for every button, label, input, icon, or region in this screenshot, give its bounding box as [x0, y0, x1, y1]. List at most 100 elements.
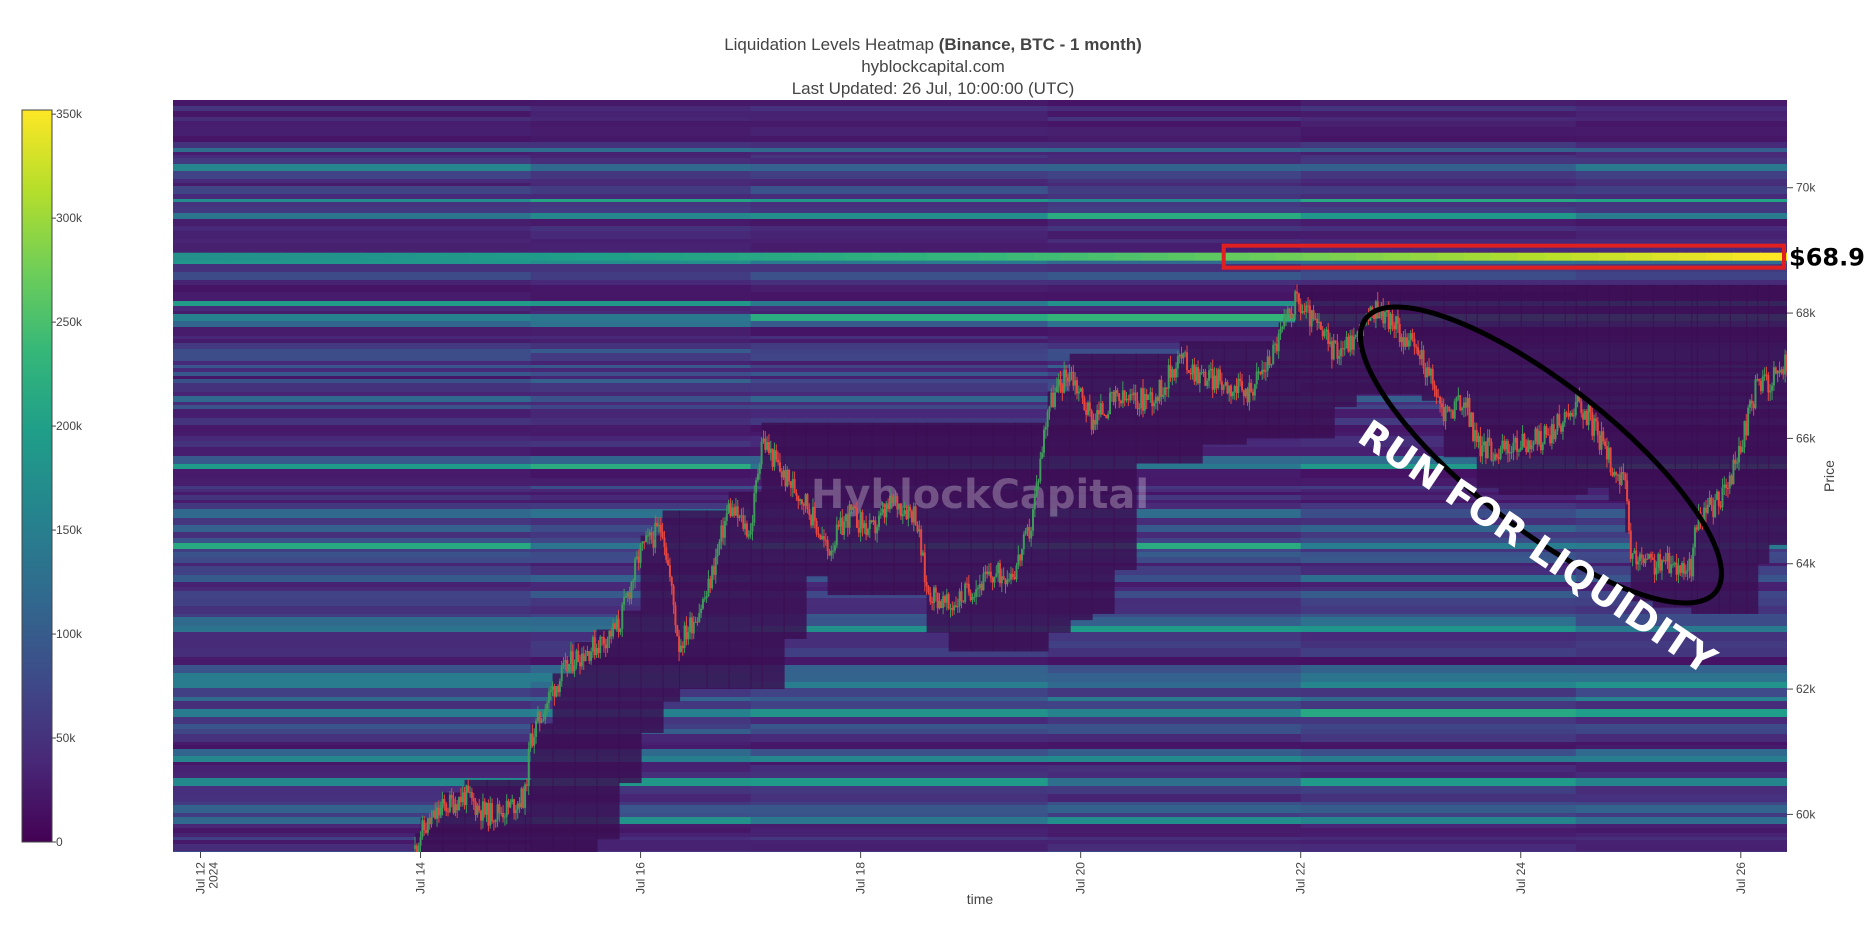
- heatmap-cell: [1300, 851, 1577, 852]
- heatmap-cell: [1047, 566, 1302, 575]
- candle-body: [1072, 371, 1075, 386]
- candle-body: [1668, 553, 1671, 574]
- heatmap-cell: [1575, 117, 1787, 121]
- x-tick-label: Jul 12: [194, 862, 208, 894]
- heatmap-cleared-cell: [1443, 284, 1467, 458]
- candle-body: [1274, 343, 1277, 345]
- candle-body: [898, 503, 901, 510]
- candle-body: [987, 571, 990, 575]
- candle-body: [1756, 379, 1759, 381]
- candle-body: [562, 662, 565, 667]
- heatmap-cleared-cell: [1787, 285, 1788, 526]
- candle-body: [558, 681, 561, 693]
- heatmap-cell: [1047, 557, 1302, 563]
- candle-body: [1178, 354, 1181, 357]
- candle-body: [681, 645, 684, 649]
- heatmap-cell: [750, 813, 1049, 817]
- candle-body: [901, 513, 904, 517]
- heatmap-cell: [1300, 614, 1577, 617]
- candle-body: [1714, 499, 1717, 517]
- candle-body: [1076, 380, 1079, 394]
- candle-body: [1728, 475, 1731, 489]
- candle-body: [1189, 372, 1192, 375]
- candle-body: [1750, 400, 1753, 405]
- heatmap-hot-cell: [199, 252, 228, 261]
- heatmap-cell: [1575, 765, 1787, 772]
- candle-body: [454, 804, 457, 813]
- candle-body: [579, 662, 582, 667]
- candle-body: [1725, 484, 1728, 489]
- candle-body: [1154, 396, 1157, 404]
- heatmap-cell: [530, 158, 752, 164]
- candle-body: [1400, 337, 1403, 343]
- candle-body: [1378, 316, 1381, 319]
- heatmap-cleared-cell: [596, 629, 620, 840]
- candle-body: [844, 514, 847, 522]
- heatmap-cell: [1575, 155, 1787, 158]
- candle-body: [1319, 322, 1322, 330]
- heatmap-hot-cell: [442, 252, 470, 261]
- candle-body: [1503, 440, 1506, 450]
- candle-body: [692, 622, 695, 634]
- candle-body: [1307, 305, 1310, 307]
- heatmap-cell: [530, 492, 752, 495]
- candle-body: [467, 785, 470, 793]
- candle-body: [657, 524, 660, 527]
- candle-body: [1497, 457, 1500, 460]
- heatmap-cell: [173, 456, 532, 464]
- candle-body: [927, 586, 930, 593]
- heatmap-cell: [173, 171, 532, 179]
- candle-body: [1649, 553, 1652, 558]
- heatmap-cell: [1300, 183, 1577, 186]
- candle-body: [910, 511, 913, 523]
- heatmap-cell: [530, 402, 752, 405]
- heatmap-cell: [530, 314, 752, 321]
- heatmap-cell: [1575, 772, 1787, 778]
- heatmap-cell: [1047, 509, 1302, 518]
- heatmap-cell: [1047, 549, 1302, 552]
- heatmap-cleared-cell: [530, 723, 554, 852]
- candle-body: [883, 508, 886, 518]
- heatmap-cell: [173, 833, 532, 837]
- heatmap-cell: [530, 361, 752, 365]
- candle-body: [954, 605, 957, 608]
- heatmap-cell: [1300, 117, 1577, 121]
- heatmap-cell: [750, 239, 1049, 243]
- colorbar-tick-label: 0: [56, 835, 63, 849]
- heatmap-cell: [530, 142, 752, 148]
- candle-body: [986, 571, 989, 575]
- heatmap-cell: [750, 301, 1049, 306]
- candle-body: [643, 541, 646, 543]
- candle-body: [1659, 553, 1662, 571]
- heatmap-hot-cell: [1625, 252, 1654, 261]
- heatmap-cell: [750, 231, 1049, 239]
- candle-body: [414, 845, 417, 849]
- candle-body: [1103, 414, 1106, 416]
- heatmap-hot-cell: [872, 252, 901, 261]
- heatmap-cell: [173, 396, 532, 402]
- candle-body: [1211, 368, 1214, 390]
- candle-body: [1288, 308, 1291, 314]
- heatmap-cell: [1575, 171, 1787, 179]
- heatmap-cleared-cell: [728, 491, 752, 690]
- heatmap-cell: [173, 158, 532, 164]
- heatmap-hot-cell: [522, 252, 551, 261]
- candle-body: [1695, 527, 1698, 530]
- heatmap-cell: [1047, 311, 1302, 314]
- heatmap-cell: [1300, 745, 1577, 749]
- heatmap-cell: [173, 626, 532, 632]
- heatmap-hot-cell: [953, 252, 981, 261]
- candle-body: [472, 798, 475, 802]
- heatmap-cell: [1575, 199, 1787, 202]
- candle-body: [518, 803, 521, 808]
- heatmap-cell: [1047, 543, 1302, 549]
- candle-body: [1721, 487, 1724, 508]
- heatmap-cell: [173, 111, 532, 117]
- candle-body: [1655, 567, 1658, 575]
- candle-body: [505, 800, 508, 817]
- candle-body: [1642, 558, 1645, 564]
- candle-body: [982, 573, 985, 591]
- candle-body: [1283, 317, 1286, 327]
- heatmap-cell: [173, 349, 532, 353]
